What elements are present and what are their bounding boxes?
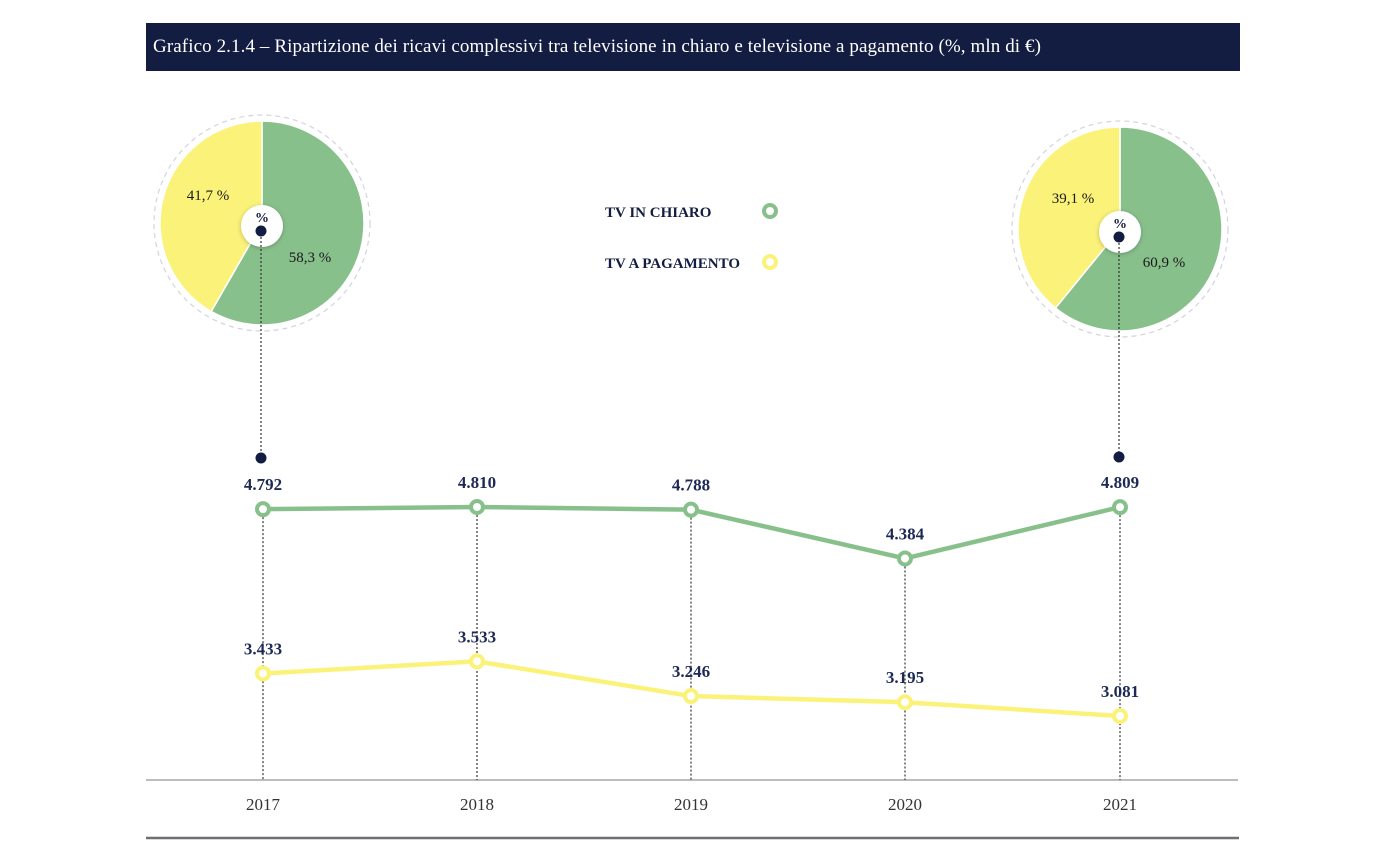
data-point-tv-a-pagamento-2017 <box>255 665 271 682</box>
pie-label-tv-a-pagamento: 41,7 % <box>187 188 230 204</box>
ring-marker-icon <box>762 254 778 270</box>
pie-connector-dot-top <box>1113 231 1125 243</box>
pie-layer: 58,3 % 41,7 %% 60,9 % 39,1 %% <box>153 114 1229 464</box>
x-tick-label-2020: 2020 <box>888 795 922 814</box>
legend-item-tv-in-chiaro: TV IN CHIARO <box>605 203 778 221</box>
chart-title-bar: Grafico 2.1.4 – Ripartizione dei ricavi … <box>146 23 1240 71</box>
legend: TV IN CHIARO TV A PAGAMENTO <box>605 203 778 272</box>
x-tick-label-2018: 2018 <box>460 795 494 814</box>
data-point-tv-a-pagamento-2021 <box>1112 708 1128 724</box>
legend-item-tv-a-pagamento: TV A PAGAMENTO <box>605 254 778 272</box>
data-label-tv-a-pagamento-2017: 3.433 <box>244 639 282 658</box>
data-point-tv-in-chiaro-2020 <box>897 550 913 567</box>
pie-outline-ring <box>1011 120 1229 338</box>
pie-connector-dot-bottom <box>1113 451 1125 463</box>
data-point-tv-in-chiaro-2021 <box>1112 499 1128 516</box>
pie-label-tv-in-chiaro: 58,3 % <box>289 250 332 266</box>
guide-lines <box>262 507 1121 780</box>
pie-label-tv-in-chiaro: 60,9 % <box>1143 255 1186 271</box>
pie-center-percent-label: % <box>1113 217 1127 232</box>
data-label-tv-a-pagamento-2019: 3.246 <box>672 662 710 681</box>
pie-slice-tv-a-pagamento <box>159 120 263 313</box>
data-point-tv-in-chiaro-2017 <box>255 501 271 518</box>
pie-outline-ring <box>153 114 371 332</box>
pie-center-percent-label: % <box>255 211 269 226</box>
x-tick-label-2021: 2021 <box>1103 795 1137 814</box>
pie-slice-tv-a-pagamento <box>1017 126 1121 310</box>
axis-layer: 2017 2018 2019 2020 2021 <box>146 779 1239 840</box>
data-point-tv-in-chiaro-2018 <box>469 499 485 515</box>
data-label-tv-a-pagamento-2021: 3.081 <box>1101 682 1139 701</box>
x-tick-label-2019: 2019 <box>674 795 708 814</box>
pie-chart-2017: 58,3 % 41,7 %% <box>153 114 371 464</box>
legend-label: TV IN CHIARO <box>605 205 711 221</box>
chart-title: Grafico 2.1.4 – Ripartizione dei ricavi … <box>153 36 1042 57</box>
pie-connector-dot-top <box>255 225 267 237</box>
ring-marker-icon <box>762 203 778 219</box>
pie-connector-dot-bottom <box>255 452 267 464</box>
data-label-tv-a-pagamento-2018: 3.533 <box>458 627 496 646</box>
data-label-tv-in-chiaro-2021: 4.809 <box>1101 473 1139 492</box>
data-point-tv-a-pagamento-2018 <box>469 653 485 670</box>
pie-slice-tv-in-chiaro <box>210 120 365 326</box>
data-label-tv-in-chiaro-2020: 4.384 <box>886 524 925 543</box>
data-point-tv-a-pagamento-2020 <box>897 694 913 711</box>
data-label-tv-a-pagamento-2020: 3.195 <box>886 668 924 687</box>
series-layer: 4.792 4.810 4.788 4.384 4.809 3.433 3.533 3.246… <box>244 473 1139 724</box>
pie-chart-2021: 60,9 % 39,1 %% <box>1011 120 1229 463</box>
data-label-tv-in-chiaro-2017: 4.792 <box>244 475 282 494</box>
data-point-tv-in-chiaro-2019 <box>683 501 699 518</box>
data-label-tv-in-chiaro-2019: 4.788 <box>672 476 710 495</box>
pie-label-tv-a-pagamento: 39,1 % <box>1052 191 1095 207</box>
x-tick-label-2017: 2017 <box>246 795 281 814</box>
data-label-tv-in-chiaro-2018: 4.810 <box>458 473 496 492</box>
data-point-tv-a-pagamento-2019 <box>683 688 699 705</box>
legend-label: TV A PAGAMENTO <box>605 256 740 272</box>
